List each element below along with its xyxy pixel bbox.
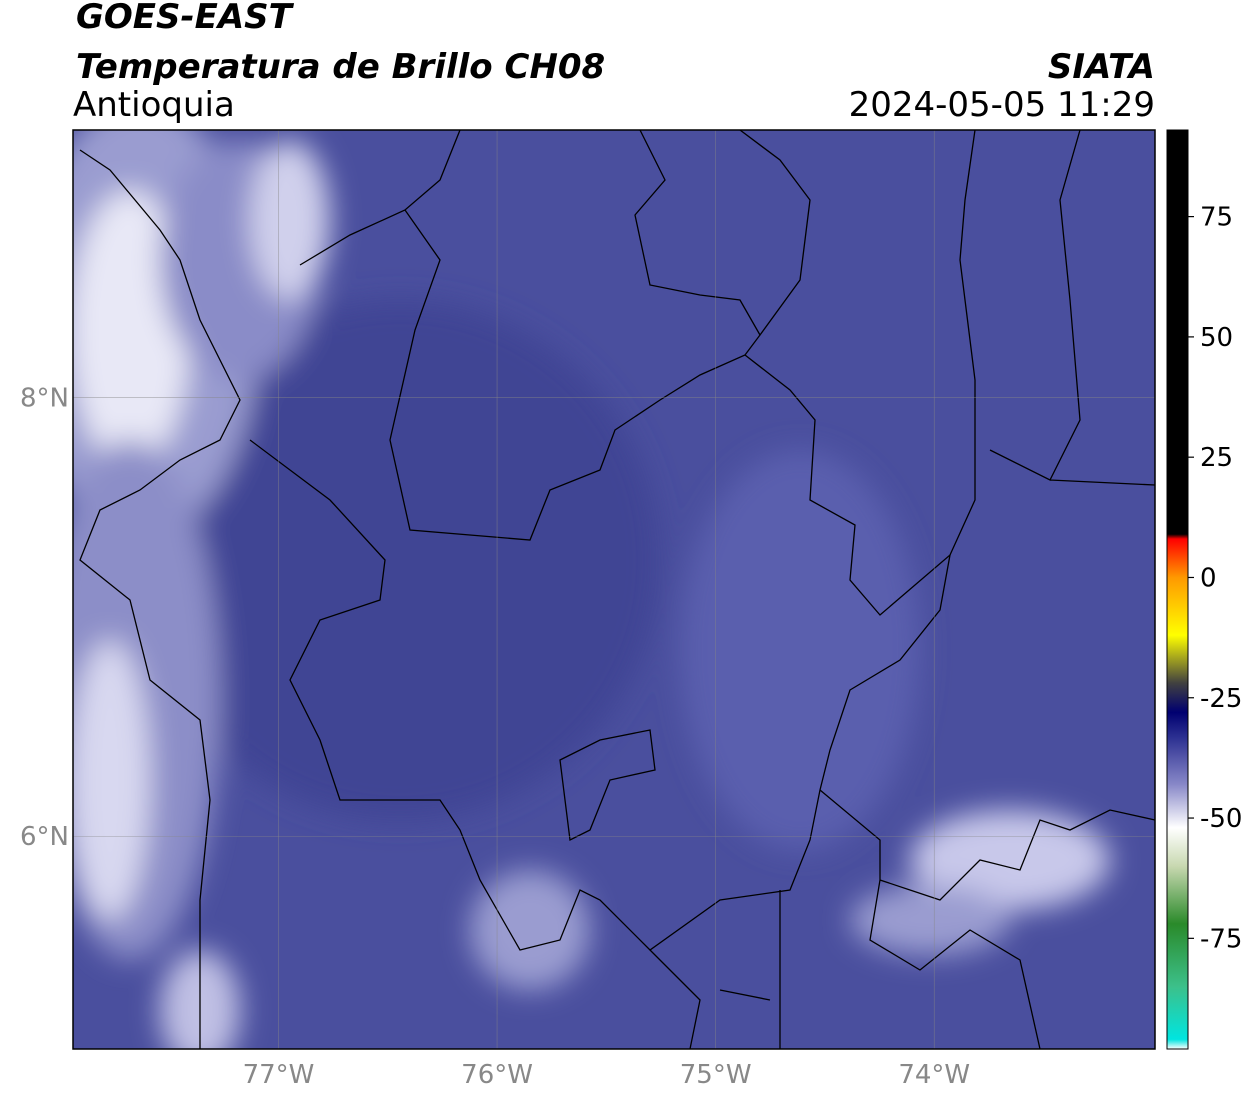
region: Antioquia: [73, 85, 235, 125]
x-tick-label: 77°W: [243, 1060, 315, 1090]
colorbar-tick-label: 0: [1200, 563, 1217, 593]
y-tick-label: 8°N: [20, 384, 69, 414]
colorbar-tick-label: 25: [1200, 443, 1233, 473]
title: GOES-EAST: [76, 0, 295, 37]
subtitle: Temperatura de Brillo CH08: [76, 47, 605, 87]
cloud-field: [73, 130, 1110, 1049]
borders: [79, 130, 1155, 1049]
colorbar-tick-label: 75: [1200, 203, 1233, 233]
colorbar-tick-label: 50: [1200, 323, 1233, 353]
x-tick-label: 74°W: [898, 1060, 970, 1090]
timestamp: 2024-05-05 11:29: [849, 85, 1155, 125]
map-image: [73, 130, 1155, 1049]
x-tick-label: 76°W: [461, 1060, 533, 1090]
colorbar-tick-label: -50: [1200, 804, 1242, 834]
graticule: [73, 130, 1155, 1049]
y-tick-label: 6°N: [20, 822, 69, 852]
colorbar-tick-label: -75: [1200, 924, 1242, 954]
map-frame: [72, 129, 1156, 1050]
colorbar-tick-label: -25: [1200, 684, 1242, 714]
colorbar: [1166, 129, 1189, 1050]
x-tick-label: 75°W: [680, 1060, 752, 1090]
source: SIATA: [1048, 47, 1155, 87]
